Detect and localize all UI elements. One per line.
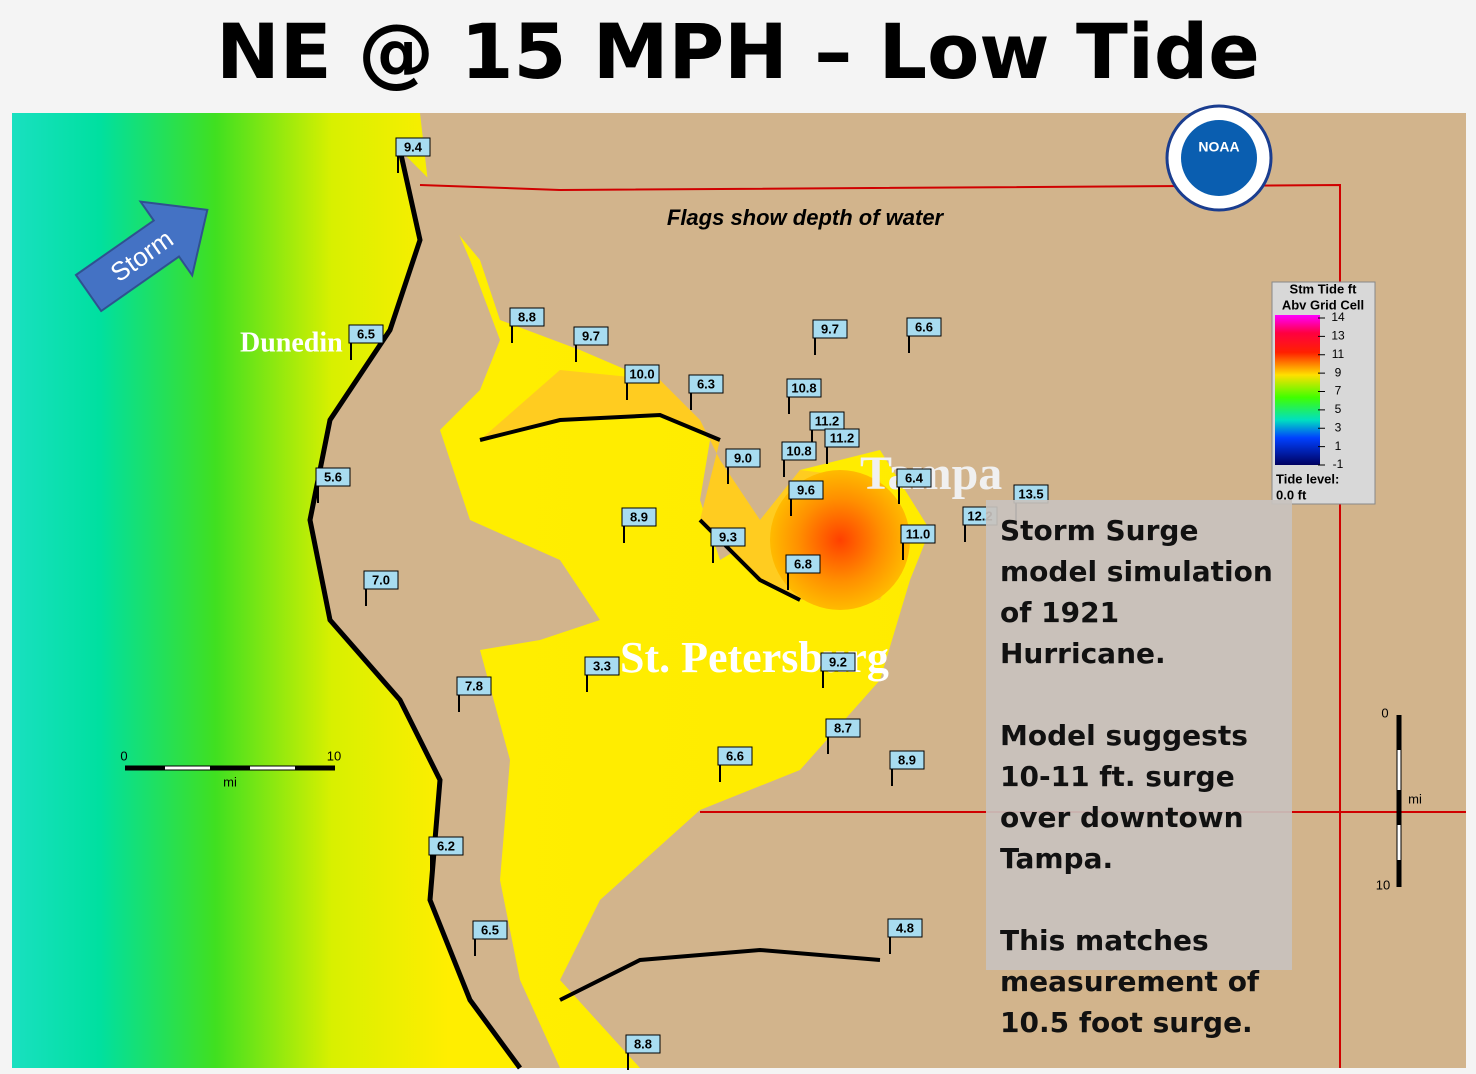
flag-label: 6.6 [915, 319, 933, 334]
flag [906, 317, 942, 337]
legend-tick-label: 3 [1335, 420, 1342, 434]
flag [812, 319, 848, 339]
flag [348, 324, 384, 344]
flag-label: 4.8 [896, 920, 914, 935]
scale-label: 0 [1381, 705, 1388, 720]
flag [456, 676, 492, 696]
scale-label: 10 [1376, 877, 1390, 892]
legend-tick-label: 11 [1332, 347, 1345, 361]
legend-tick-label: 1 [1335, 439, 1342, 453]
flag [820, 652, 856, 672]
scale-label: mi [223, 774, 237, 789]
flag [363, 570, 399, 590]
flag [625, 1034, 661, 1054]
flag-label: 6.6 [726, 748, 744, 763]
legend-tick-label: 14 [1331, 310, 1345, 324]
flag-label: 8.8 [518, 309, 536, 324]
flag-label: 9.3 [719, 529, 737, 544]
flag [786, 378, 822, 398]
caption: Flags show depth of water [667, 205, 945, 230]
flag-label: 6.5 [357, 326, 375, 341]
legend-tick-label: 13 [1331, 329, 1345, 343]
flag [900, 524, 936, 544]
legend-title: Stm Tide ft [1290, 281, 1358, 296]
place: Dunedin [240, 327, 343, 358]
flag-label: 7.8 [465, 678, 483, 693]
flag-label: 10.8 [786, 443, 811, 458]
flag-label: 6.5 [481, 922, 499, 937]
flag-label: 9.4 [404, 139, 423, 154]
legend-tick-label: 9 [1335, 365, 1342, 379]
legend-tide-label: Tide level: [1276, 471, 1339, 486]
title: NE @ 15 MPH – Low Tide [216, 7, 1260, 96]
flag [509, 307, 545, 327]
flag-label: 11.2 [815, 413, 840, 428]
flag-label: 8.7 [834, 720, 852, 735]
flag [785, 554, 821, 574]
flag [624, 364, 660, 384]
flag [788, 480, 824, 500]
flag [896, 468, 932, 488]
flag-label: 7.0 [372, 572, 390, 587]
flag-label: 5.6 [324, 469, 342, 484]
flag [584, 656, 620, 676]
flag-label: 6.4 [905, 470, 924, 485]
note: Storm Surge model simulation of 1921 Hur… [986, 500, 1292, 1039]
flag [889, 750, 925, 770]
flag [621, 507, 657, 527]
legend-tide-value: 0.0 ft [1276, 487, 1307, 502]
scale-label: 0 [120, 748, 127, 763]
note-text: Model suggests 10-11 ft. surge over down… [1000, 719, 1248, 875]
scale-label: mi [1408, 791, 1422, 806]
flag-label: 6.8 [794, 556, 812, 571]
flag-label: 13.5 [1018, 486, 1043, 501]
flag-label: 10.8 [791, 380, 816, 395]
flag-label: 6.3 [697, 376, 715, 391]
note-text: Storm Surge model simulation of 1921 Hur… [1000, 514, 1273, 670]
flag [717, 746, 753, 766]
flag-label: 9.6 [797, 482, 815, 497]
flag [781, 441, 817, 461]
logo: NOAA [1198, 139, 1239, 155]
flag-label: 9.7 [821, 321, 839, 336]
flag-label: 9.2 [829, 654, 847, 669]
flag-label: 8.9 [898, 752, 916, 767]
flag-label: 3.3 [593, 658, 611, 673]
flag-label: 6.2 [437, 838, 455, 853]
flag [825, 718, 861, 738]
legend-tick-label: -1 [1333, 457, 1344, 471]
legend-tick-label: 5 [1335, 402, 1342, 416]
flag [824, 428, 860, 448]
flag-label: 11.2 [830, 430, 855, 445]
flag-label: 9.0 [734, 450, 752, 465]
flag-label: 9.7 [582, 328, 600, 343]
flag [395, 137, 431, 157]
flag [725, 448, 761, 468]
flag [472, 920, 508, 940]
legend-tick-label: 7 [1335, 384, 1342, 398]
scale-label: 10 [327, 748, 341, 763]
note-text: This matches measurement of 10.5 foot su… [1000, 924, 1260, 1039]
legend-title: Abv Grid Cell [1282, 297, 1364, 312]
flag [315, 467, 351, 487]
flag-label: 10.0 [629, 366, 654, 381]
flag-label: 11.0 [906, 526, 931, 541]
flag-label: 8.9 [630, 509, 648, 524]
flag [710, 527, 746, 547]
flag [887, 918, 923, 938]
flag [428, 836, 464, 856]
flag [688, 374, 724, 394]
flag-label: 8.8 [634, 1036, 652, 1051]
flag [573, 326, 609, 346]
